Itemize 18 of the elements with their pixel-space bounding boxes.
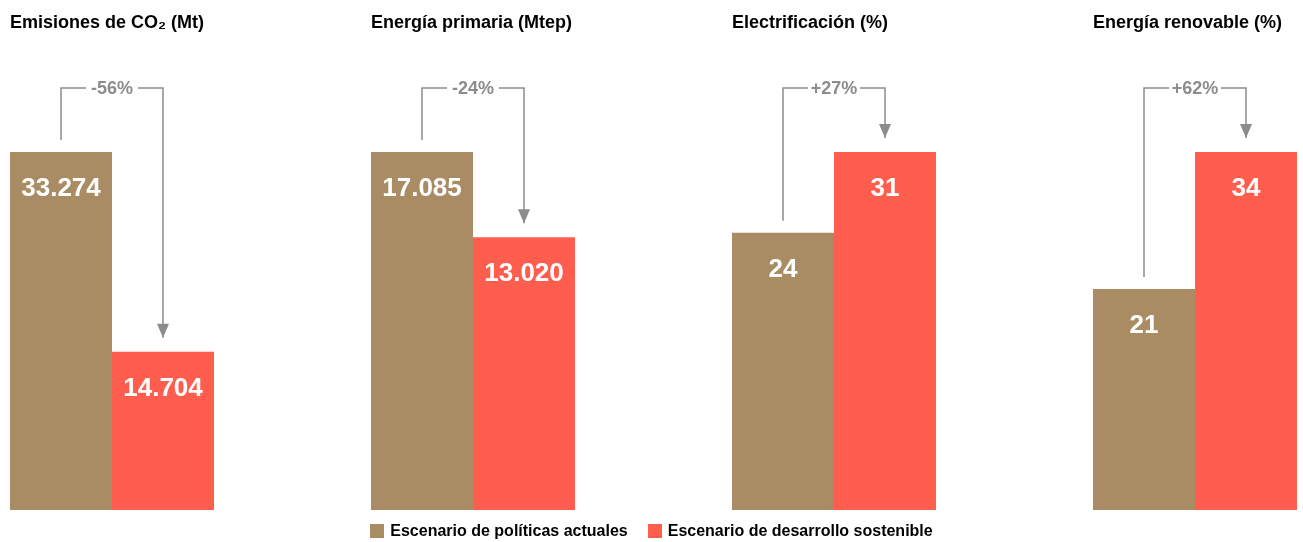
data-label: 24 — [768, 252, 798, 283]
legend-label: Escenario de desarrollo sostenible — [666, 522, 933, 540]
text: -24% — [451, 78, 495, 98]
data-label: 13.020 — [484, 257, 564, 288]
chart-title: Electrificación (%) — [732, 12, 889, 33]
data-label: 21 — [1129, 308, 1159, 339]
legend-label: Escenario de políticas actuales — [389, 522, 628, 540]
data-label: 31 — [870, 172, 900, 202]
chart-title: Energía renovable (%) — [1093, 12, 1283, 33]
text: +62% — [1171, 78, 1219, 98]
data-label: 34 — [1231, 172, 1261, 202]
chart-title: Emisiones de CO₂ (Mt) — [10, 12, 205, 33]
data-label: 17.085 — [382, 172, 462, 202]
text: +27% — [810, 78, 858, 98]
data-label: 14.704 — [123, 371, 204, 402]
data-label: 33.274 — [21, 172, 102, 202]
chart-title: Energía primaria (Mtep) — [371, 12, 573, 33]
text: -56% — [90, 78, 134, 98]
